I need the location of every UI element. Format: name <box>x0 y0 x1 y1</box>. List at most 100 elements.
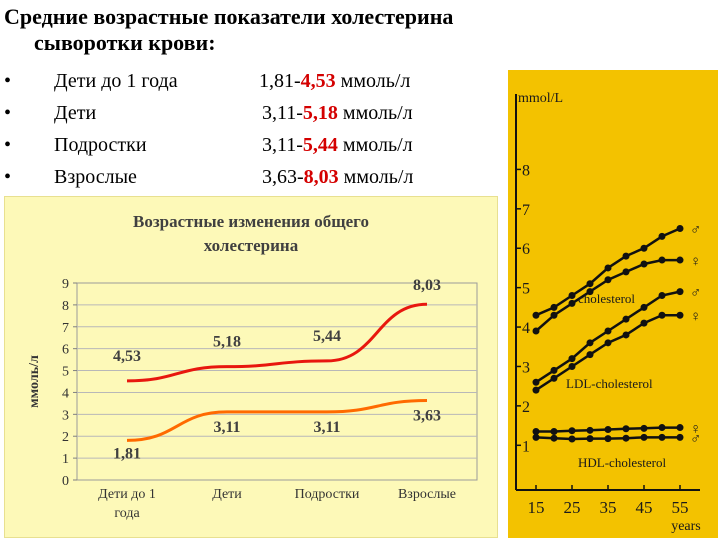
data-point <box>604 339 612 347</box>
y-tick-label: 7 <box>62 321 69 336</box>
bullet-item: • Дети до 1 года 1,81-4,53 ммоль/л <box>4 70 504 102</box>
sex-symbol: ♂ <box>690 223 701 239</box>
sex-symbol: ♂ <box>690 286 701 302</box>
data-point <box>568 292 576 300</box>
bullet-item: • Взрослые 3,63-8,03 ммоль/л <box>4 166 504 198</box>
bullet-range: 3,11-5,44 ммоль/л <box>262 134 413 157</box>
data-point <box>568 362 576 370</box>
data-point <box>622 331 630 339</box>
bullet-range: 3,11-5,18 ммоль/л <box>262 102 413 125</box>
x-tick-label: Дети до 1 <box>98 487 156 502</box>
data-point <box>568 355 576 363</box>
y-tick-label: 4 <box>62 386 69 401</box>
x-tick-label: 35 <box>600 498 617 517</box>
curve-label: LDL-cholesterol <box>566 376 653 391</box>
chart-title-line2: холестерина <box>204 236 299 255</box>
bullet-dot: • <box>4 166 12 188</box>
data-point <box>640 319 648 327</box>
curve-label: HDL-cholesterol <box>578 455 666 470</box>
data-label: 5,44 <box>313 328 341 345</box>
data-point <box>658 256 666 264</box>
data-point <box>586 280 594 288</box>
data-point <box>550 366 558 374</box>
range-start: 3,63- <box>262 166 304 188</box>
data-point <box>586 351 594 359</box>
data-label: 8,03 <box>413 277 441 294</box>
bullet-label: Дети <box>54 102 97 124</box>
x-tick-label: 15 <box>528 498 545 517</box>
range-start: 1,81- <box>259 70 301 92</box>
data-point <box>532 311 540 319</box>
data-point <box>622 434 630 442</box>
data-label: 1,81 <box>113 445 141 462</box>
age-cholesterol-chart-svg: Возрастные изменения общего холестерина 0 1… <box>27 212 478 521</box>
data-point <box>532 433 540 441</box>
y-tick-label: 1 <box>522 438 530 455</box>
data-point <box>586 288 594 296</box>
y-tick-label: 5 <box>522 281 530 298</box>
range-unit: ммоль/л <box>335 70 411 92</box>
x-tick-label: 25 <box>564 498 581 517</box>
bullet-label: Взрослые <box>54 166 137 188</box>
data-point <box>586 435 594 443</box>
x-tick-label: года <box>114 506 140 521</box>
bullet-range: 3,63-8,03 ммоль/л <box>262 166 413 189</box>
y-tick-label: 3 <box>62 408 69 423</box>
y-tick-label: 6 <box>522 241 530 258</box>
data-point <box>568 299 576 307</box>
y-axis-label: mmol/L <box>518 91 563 106</box>
data-point <box>604 426 612 434</box>
data-point <box>676 256 684 264</box>
data-point <box>532 386 540 394</box>
curve-label: cholesterol <box>578 291 635 306</box>
y-tick-label: 8 <box>62 299 69 314</box>
x-axis-label: years <box>671 519 701 534</box>
data-point <box>550 374 558 382</box>
x-tick-label: Подростки <box>295 487 360 502</box>
data-point <box>676 225 684 233</box>
data-point <box>676 424 684 432</box>
y-tick-label: 8 <box>522 162 530 179</box>
x-tick-label: 55 <box>672 498 689 517</box>
range-start: 3,11- <box>262 134 303 156</box>
range-high: 4,53 <box>300 70 336 92</box>
x-tick-label: Дети <box>212 487 242 502</box>
data-point <box>550 434 558 442</box>
y-tick-label: 7 <box>522 202 530 219</box>
lipid-by-age-chart: mmol/L 1 2 3 4 5 6 7 8 15 25 35 45 55 years ♂ ♀ ♂ ♀ ♀ ♂ chole… <box>508 70 718 538</box>
data-point <box>622 315 630 323</box>
data-label: 4,53 <box>113 348 141 365</box>
y-tick-label: 6 <box>62 343 69 358</box>
bullet-dot: • <box>4 102 12 124</box>
data-point <box>640 433 648 441</box>
y-tick-label: 5 <box>62 365 69 380</box>
data-label: 3,11 <box>213 419 240 436</box>
data-point <box>658 311 666 319</box>
y-tick-label: 2 <box>62 430 69 445</box>
y-tick-label: 1 <box>62 452 69 467</box>
y-tick-label: 4 <box>522 320 530 337</box>
data-point <box>640 424 648 432</box>
bullet-item: • Дети 3,11-5,18 ммоль/л <box>4 102 504 134</box>
range-start: 3,11- <box>262 102 303 124</box>
data-point <box>604 435 612 443</box>
range-high: 8,03 <box>303 166 339 188</box>
data-point <box>622 268 630 276</box>
bullet-label: Дети до 1 года <box>54 70 178 92</box>
slide-title: Средние возрастные показатели холестерин… <box>4 4 564 56</box>
y-tick-label: 3 <box>522 359 530 376</box>
x-tick-label: Взрослые <box>398 487 456 502</box>
data-point <box>568 435 576 443</box>
data-point <box>640 303 648 311</box>
bullet-dot: • <box>4 70 12 92</box>
data-point <box>550 428 558 435</box>
y-tick-label: 2 <box>522 399 530 416</box>
data-point <box>640 260 648 268</box>
data-point <box>604 264 612 272</box>
data-point <box>604 327 612 335</box>
sex-symbol: ♀ <box>690 254 701 270</box>
slide-title-line2: сыворотки крови: <box>34 30 216 55</box>
range-unit: ммоль/л <box>338 166 414 188</box>
data-point <box>640 244 648 252</box>
data-point <box>550 311 558 319</box>
